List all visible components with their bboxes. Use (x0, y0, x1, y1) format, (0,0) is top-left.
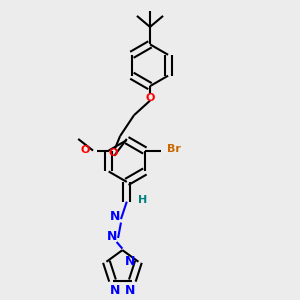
Text: N: N (110, 284, 120, 297)
Text: O: O (145, 93, 155, 103)
Text: N: N (107, 230, 118, 243)
Text: O: O (109, 148, 118, 158)
Text: N: N (124, 255, 135, 268)
Text: N: N (125, 284, 135, 297)
Text: O: O (80, 145, 90, 155)
Text: Br: Br (167, 144, 181, 154)
Text: N: N (110, 210, 120, 223)
Text: H: H (138, 195, 148, 205)
